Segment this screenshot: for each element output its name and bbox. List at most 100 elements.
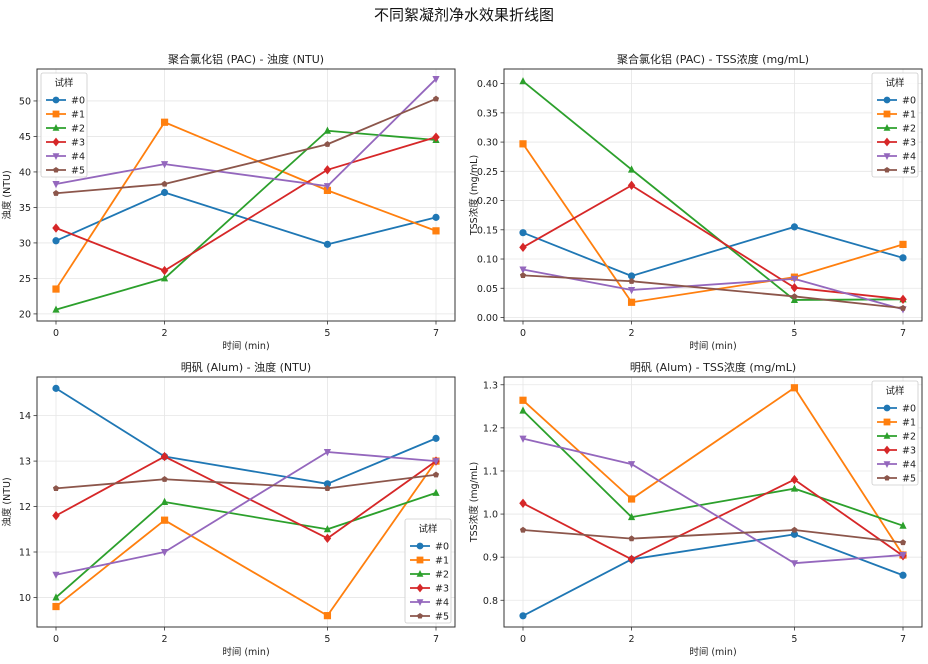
y-tick-label: 35	[19, 203, 31, 214]
legend-item-4: #4	[410, 598, 449, 609]
series-5	[519, 526, 907, 546]
data-point	[899, 552, 907, 560]
legend-marker	[883, 124, 891, 131]
legend-item-3: #3	[410, 584, 449, 595]
legend-item-3: #3	[877, 446, 916, 457]
data-point	[519, 396, 527, 404]
legend-marker	[416, 556, 424, 564]
series-4	[52, 75, 440, 191]
legend-label: #5	[902, 474, 916, 485]
y-tick-label: 30	[19, 238, 31, 249]
x-tick-label: 2	[162, 328, 168, 339]
data-point	[899, 571, 907, 579]
legend-item-2: #2	[410, 570, 449, 581]
x-tick-label: 7	[900, 328, 906, 339]
legend-marker	[883, 404, 891, 412]
series-line	[55, 473, 437, 490]
series-0	[519, 223, 907, 280]
x-tick-label: 0	[53, 328, 59, 339]
x-tick-label: 2	[162, 634, 168, 645]
data-point	[323, 480, 332, 488]
x-tick-label: 7	[900, 634, 906, 645]
data-point	[323, 449, 332, 457]
y-tick-label: 0.00	[477, 313, 498, 324]
series-line	[55, 492, 437, 599]
legend-item-1: #1	[410, 556, 449, 567]
legend-item-2: #2	[877, 124, 916, 135]
legend-item-1: #1	[877, 110, 916, 121]
legend-label: #0	[71, 96, 85, 107]
legend-marker	[883, 110, 891, 118]
chart-title: 明矾 (Alum) - TSS浓度 (mg/mL)	[630, 360, 796, 374]
legend-item-4: #4	[877, 152, 916, 163]
series-2	[52, 126, 440, 313]
series-5	[519, 272, 907, 311]
series-line	[55, 121, 437, 290]
data-point	[519, 242, 527, 253]
legend-marker	[883, 137, 891, 147]
series-line	[522, 533, 904, 617]
data-point	[627, 165, 636, 173]
legend-item-3: #3	[46, 138, 85, 149]
series-4	[52, 449, 440, 579]
data-point	[519, 526, 527, 533]
legend-marker	[883, 153, 891, 160]
legend-marker	[417, 612, 423, 619]
data-point	[52, 602, 60, 611]
data-point	[432, 75, 440, 84]
legend-box	[404, 518, 452, 624]
legend: 试样 #0 #1 #2 #3 #4 #5	[871, 72, 919, 178]
y-tick-label: 14	[19, 411, 31, 422]
y-tick-label: 1.3	[483, 380, 498, 391]
data-point	[324, 485, 331, 491]
data-point	[52, 180, 60, 189]
x-tick-label: 7	[433, 634, 439, 645]
series-line	[522, 274, 904, 310]
series-line	[522, 409, 904, 527]
data-point	[519, 266, 527, 274]
series-line	[55, 191, 437, 246]
x-tick-label: 7	[433, 328, 439, 339]
series-line	[522, 268, 904, 311]
x-axis-label: 时间 (min)	[222, 646, 269, 658]
legend-label: #5	[435, 612, 449, 623]
series-5	[52, 471, 440, 491]
data-point	[519, 229, 527, 237]
axes-frame	[36, 68, 456, 322]
x-tick-label: 2	[629, 328, 635, 339]
data-point	[52, 285, 60, 293]
legend-marker	[883, 96, 891, 104]
x-tick-label: 2	[629, 634, 635, 645]
data-point	[52, 305, 60, 313]
data-point	[160, 161, 169, 169]
y-tick-label: 11	[19, 548, 31, 559]
data-point	[790, 474, 799, 485]
data-point	[899, 294, 907, 305]
legend-marker	[52, 124, 60, 131]
y-tick-label: 25	[19, 274, 31, 285]
data-point	[791, 293, 798, 300]
x-tick-label: 5	[791, 328, 797, 339]
x-axis-label: 时间 (min)	[689, 646, 736, 658]
legend-item-0: #0	[410, 542, 449, 553]
legend-label: #1	[902, 418, 916, 429]
legend-marker	[416, 583, 424, 593]
y-axis-label: TSS浓度 (mg/mL)	[468, 462, 480, 543]
data-point	[161, 476, 168, 482]
series-1	[52, 118, 440, 293]
legend-item-5: #5	[410, 612, 449, 623]
y-tick-label: 1.1	[483, 466, 498, 477]
x-axis-label: 时间 (min)	[689, 340, 736, 352]
data-point	[52, 571, 60, 579]
legend-item-0: #0	[877, 404, 916, 415]
axes-frame	[503, 68, 923, 322]
data-point	[627, 554, 636, 565]
legend-label: #5	[71, 166, 85, 177]
data-point	[432, 132, 440, 142]
data-point	[161, 180, 168, 187]
series-5	[52, 95, 440, 196]
data-point	[432, 458, 440, 466]
legend-item-0: #0	[46, 96, 85, 107]
legend-marker	[883, 461, 891, 468]
